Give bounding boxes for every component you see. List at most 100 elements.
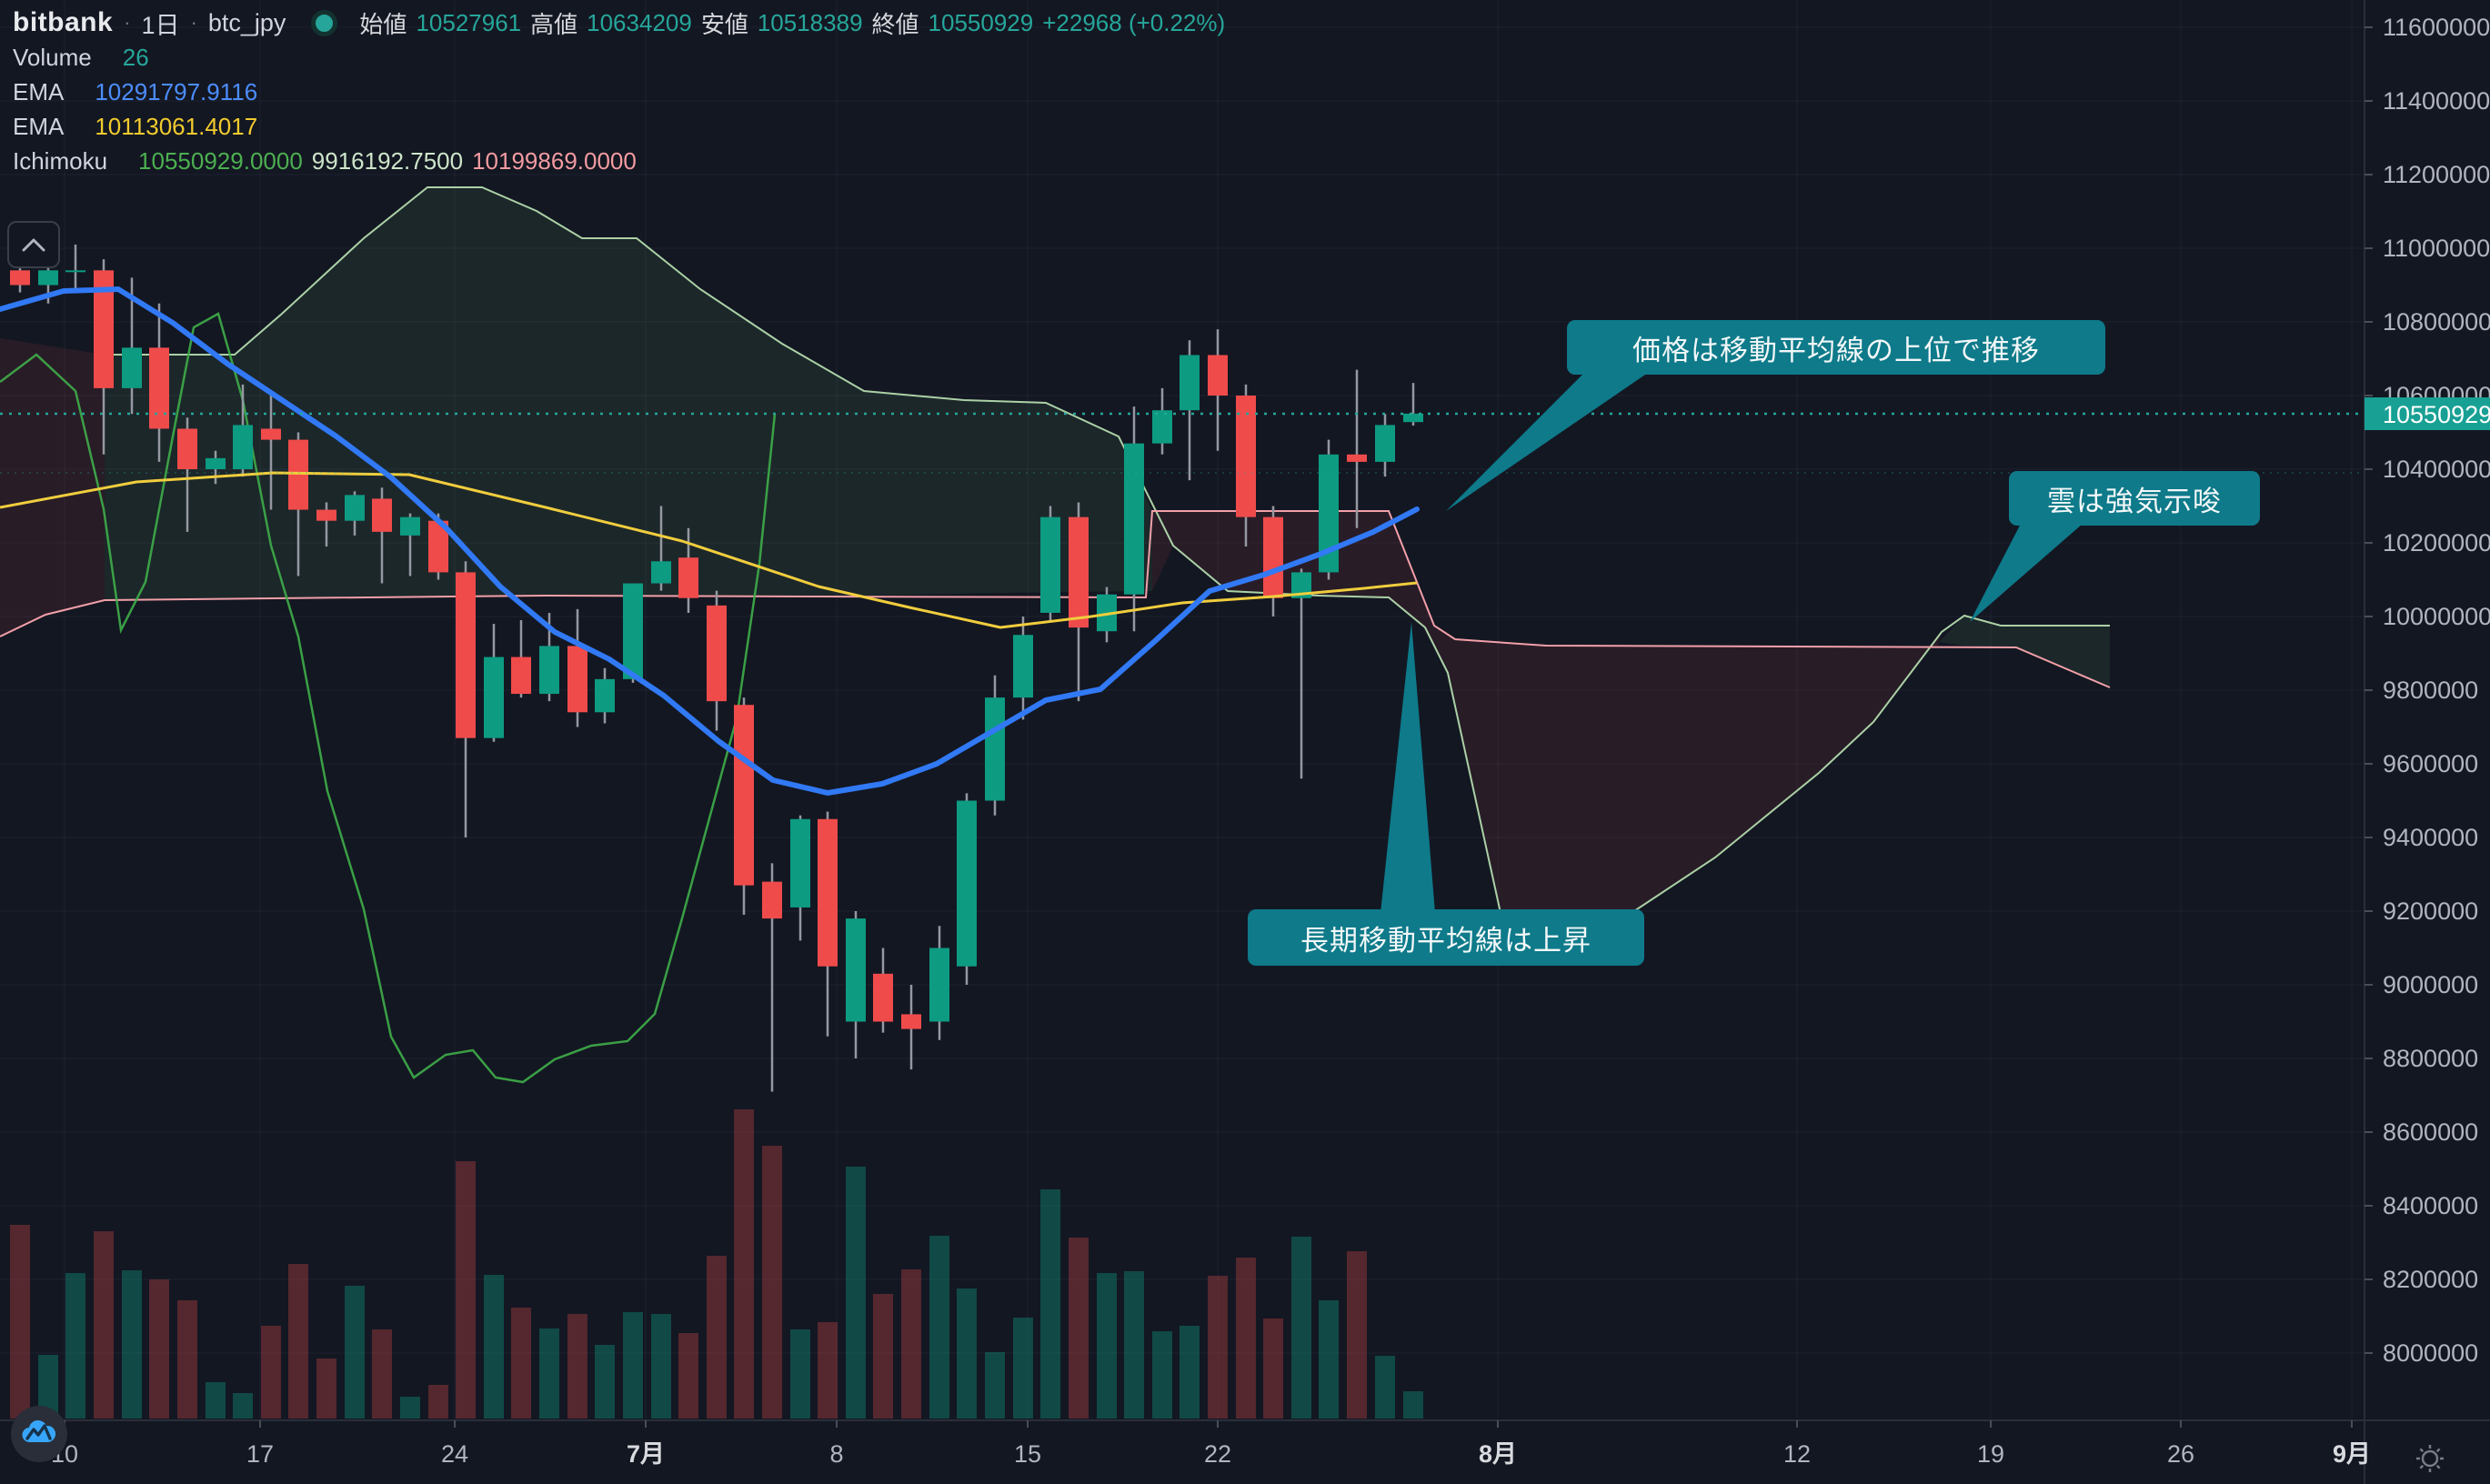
candle-body <box>818 818 838 967</box>
volume-label: Volume <box>13 43 92 71</box>
time-tick-label[interactable]: 8月 <box>1479 1440 1517 1468</box>
candle-body <box>901 1014 921 1029</box>
price-tick-label[interactable]: 10400000 <box>2383 456 2490 483</box>
theme-sun-icon[interactable] <box>2416 1445 2444 1472</box>
collapse-legend-button[interactable] <box>7 221 60 268</box>
volume-bar <box>345 1286 365 1419</box>
candle-body <box>94 270 114 388</box>
ichimoku-row[interactable]: Ichimoku 10550929.0000 9916192.7500 1019… <box>13 144 1225 178</box>
volume-bar <box>1180 1326 1200 1419</box>
volume-bar <box>316 1359 336 1419</box>
price-tick-label[interactable]: 10000000 <box>2383 603 2490 630</box>
volume-bar <box>1069 1238 1089 1419</box>
ichimoku-value-1: 10550929.0000 <box>138 146 303 175</box>
price-tick-label[interactable]: 9200000 <box>2383 897 2478 925</box>
volume-bar <box>707 1256 727 1419</box>
price-tick-label[interactable]: 11600000 <box>2383 14 2490 41</box>
candle-body <box>1375 425 1395 462</box>
time-tick-label[interactable]: 22 <box>1204 1440 1231 1468</box>
candle-body <box>1263 516 1283 598</box>
candle-body <box>177 428 197 469</box>
annotation-callout-long-ma-rising[interactable]: 長期移動平均線は上昇 <box>1248 909 1644 966</box>
price-tick-label[interactable]: 10200000 <box>2383 529 2490 556</box>
volume-bar <box>1013 1318 1033 1419</box>
ema-slow-row[interactable]: EMA 10113061.4017 <box>13 109 1225 144</box>
ema-fast-value: 10291797.9116 <box>95 77 258 105</box>
volume-bar <box>1097 1273 1117 1419</box>
candle-body <box>1347 454 1367 462</box>
close-label: 終値 <box>871 10 919 38</box>
candle-body <box>122 347 142 388</box>
time-tick-label[interactable]: 15 <box>1014 1440 1041 1468</box>
time-tick-label[interactable]: 24 <box>441 1440 468 1468</box>
interval-label[interactable]: 1日 <box>141 11 180 39</box>
price-tick-label[interactable]: 9800000 <box>2383 677 2478 704</box>
volume-bar <box>790 1329 810 1419</box>
price-tick-label[interactable]: 9400000 <box>2383 824 2478 851</box>
candle-body <box>1319 454 1339 573</box>
volume-bar <box>873 1294 893 1419</box>
price-tick-label[interactable]: 8800000 <box>2383 1045 2478 1072</box>
candle-body <box>345 495 365 521</box>
ema-fast-row[interactable]: EMA 10291797.9116 <box>13 75 1225 109</box>
candle-body <box>206 457 226 469</box>
change-value: +22968 (+0.22%) <box>1042 8 1226 36</box>
separator: · <box>124 11 131 34</box>
candle-body <box>1013 635 1033 698</box>
annotation-callout-cloud-bullish[interactable]: 雲は強気示唆 <box>2009 471 2260 526</box>
volume-bar <box>1375 1356 1395 1419</box>
volume-bar <box>38 1355 58 1419</box>
annotation-text: 雲は強気示唆 <box>2047 485 2222 517</box>
volume-bar <box>122 1270 142 1419</box>
candle-body <box>707 605 727 702</box>
candle-body <box>38 270 58 286</box>
symbol-label[interactable]: btc_jpy <box>207 8 286 36</box>
annotation-pointer <box>1381 622 1435 913</box>
price-tick-label[interactable]: 8000000 <box>2383 1339 2478 1367</box>
candle-body <box>873 973 893 1022</box>
candle-body <box>1040 516 1060 613</box>
tradingview-logo[interactable] <box>11 1406 67 1462</box>
annotation-text: 長期移動平均線は上昇 <box>1300 924 1591 957</box>
ema-fast-line <box>0 286 1420 796</box>
volume-bar <box>177 1300 197 1419</box>
volume-bar <box>65 1273 85 1419</box>
volume-bar <box>94 1231 114 1419</box>
price-tick-label[interactable]: 11000000 <box>2383 235 2490 262</box>
market-status-icon <box>311 9 338 36</box>
volume-bar <box>511 1308 531 1419</box>
candle-body <box>10 270 30 286</box>
volume-bar <box>1208 1276 1228 1419</box>
volume-row[interactable]: Volume 26 <box>13 40 1225 75</box>
candle-body <box>985 697 1005 801</box>
price-tick-label[interactable]: 8600000 <box>2383 1118 2478 1146</box>
candle-body <box>261 428 281 440</box>
current-price-label-bg <box>2364 397 2490 430</box>
candle-body <box>790 818 810 907</box>
volume-bar <box>233 1393 253 1419</box>
price-tick-label[interactable]: 11400000 <box>2383 87 2490 115</box>
time-tick-label[interactable]: 7月 <box>627 1440 665 1468</box>
volume-bar <box>985 1352 1005 1419</box>
time-tick-label[interactable]: 19 <box>1977 1440 2004 1468</box>
time-tick-label[interactable]: 12 <box>1783 1440 1811 1468</box>
price-tick-label[interactable]: 9000000 <box>2383 971 2478 998</box>
price-tick-label[interactable]: 11200000 <box>2383 161 2490 188</box>
symbol-row[interactable]: bitbank · 1日 · btc_jpy 始値 10527961 高値 10… <box>13 5 1225 40</box>
price-tick-label[interactable]: 8200000 <box>2383 1266 2478 1293</box>
time-tick-label[interactable]: 17 <box>246 1440 274 1468</box>
time-tick-label[interactable]: 26 <box>2167 1440 2194 1468</box>
price-tick-label[interactable]: 8400000 <box>2383 1192 2478 1219</box>
candle-body <box>595 678 615 713</box>
time-tick-label[interactable]: 9月 <box>2333 1440 2371 1468</box>
exchange-name: bitbank <box>13 7 114 37</box>
ema-fast-label: EMA <box>13 77 65 105</box>
candle-body <box>484 657 504 738</box>
time-tick-label[interactable]: 8 <box>829 1440 843 1468</box>
price-tick-label[interactable]: 10800000 <box>2383 308 2490 336</box>
annotation-callout-price-above-ma[interactable]: 価格は移動平均線の上位で推移 <box>1567 320 2105 375</box>
volume-bar <box>288 1264 308 1419</box>
price-tick-label[interactable]: 9600000 <box>2383 750 2478 777</box>
